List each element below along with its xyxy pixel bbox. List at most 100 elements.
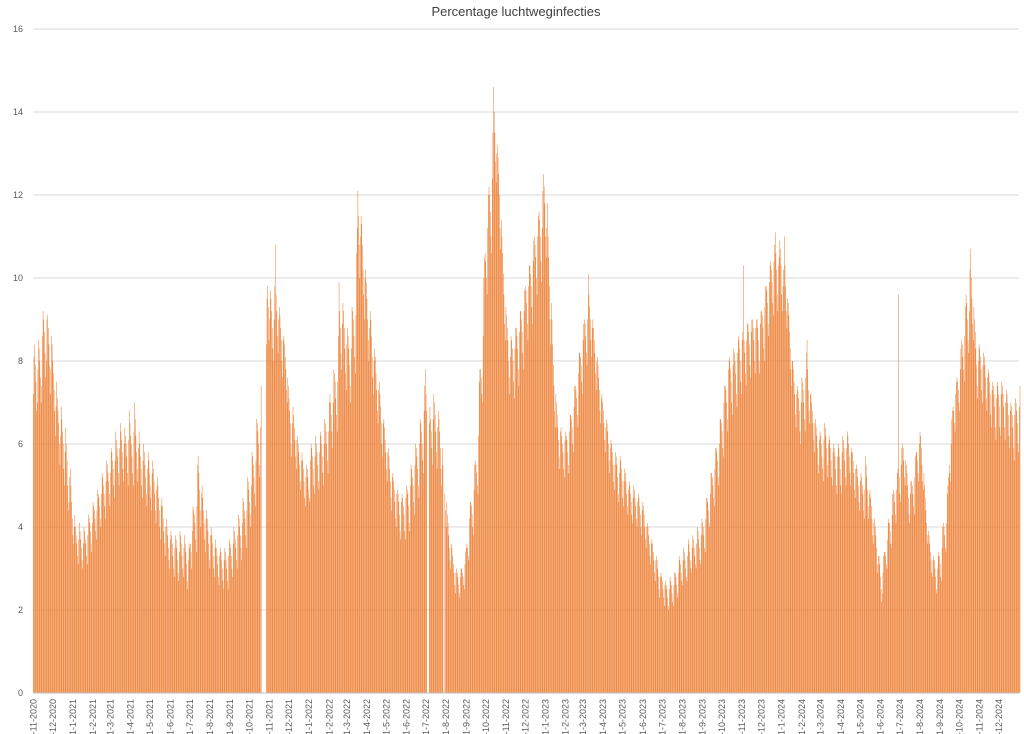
bar (284, 344, 285, 693)
bar (330, 402, 331, 693)
bar (904, 477, 905, 693)
bar (819, 439, 820, 693)
bar (680, 572, 682, 693)
bar (558, 439, 559, 693)
bar (790, 369, 792, 693)
bar (947, 493, 948, 693)
bar (841, 493, 842, 693)
y-tick-label: 2 (18, 605, 23, 615)
bar (233, 527, 235, 693)
bar (314, 456, 316, 693)
bar (602, 402, 603, 693)
bar (723, 402, 725, 693)
bar (148, 460, 150, 693)
bar (920, 435, 921, 693)
bar (698, 539, 699, 693)
bar (471, 506, 472, 693)
bar (679, 560, 681, 693)
bar (105, 481, 107, 693)
bar (162, 518, 164, 693)
bar (774, 232, 776, 693)
bar (707, 502, 709, 693)
bar (184, 535, 185, 693)
bar (555, 394, 557, 693)
bar (339, 311, 340, 693)
bar (315, 435, 316, 693)
bar (412, 485, 414, 693)
bar (1011, 406, 1012, 693)
bar (932, 576, 933, 693)
bar (495, 182, 497, 694)
bar (279, 315, 281, 693)
bar (716, 452, 718, 693)
bar (619, 456, 621, 693)
bar (823, 439, 825, 693)
bar (236, 560, 237, 693)
bar (641, 535, 642, 693)
bar (398, 502, 400, 693)
bar (675, 576, 677, 693)
bar (615, 452, 616, 693)
bar (274, 286, 276, 693)
bar (518, 385, 520, 693)
bar (713, 506, 715, 693)
bar (861, 485, 863, 693)
y-tick-label: 12 (13, 190, 23, 200)
bar (935, 576, 936, 693)
bar (890, 543, 892, 693)
bar (538, 215, 539, 693)
bar (577, 414, 578, 693)
bar (648, 535, 649, 693)
bar (932, 560, 934, 693)
bar (713, 497, 714, 693)
bar (706, 497, 707, 693)
bar (36, 402, 38, 693)
bar (103, 493, 105, 693)
x-tick-label: 1-11-2023 (737, 699, 747, 734)
bar (1011, 414, 1013, 693)
x-tick-label: 1-6-2023 (638, 699, 648, 734)
bar (642, 502, 644, 693)
bar (799, 431, 801, 693)
bar (41, 385, 43, 693)
bar (306, 468, 308, 693)
bar (454, 585, 455, 693)
bar (668, 610, 670, 693)
bar (550, 344, 551, 693)
bar (442, 448, 443, 693)
bar (652, 543, 653, 693)
bar (313, 485, 315, 693)
bar (38, 348, 40, 693)
bar (1009, 448, 1010, 693)
bar (523, 369, 524, 693)
bar (562, 444, 563, 693)
bar (631, 514, 633, 693)
bar (356, 228, 358, 693)
bar (281, 361, 283, 693)
bar (476, 473, 477, 693)
bar (453, 572, 455, 693)
bar (331, 414, 332, 693)
bar (103, 485, 104, 693)
bar (212, 543, 213, 693)
bar (577, 427, 579, 693)
bar (768, 336, 770, 693)
bar (155, 522, 157, 693)
bar (969, 311, 970, 693)
bar (203, 510, 204, 693)
x-tick-label: 1-2-2023 (561, 699, 571, 734)
bar (180, 535, 181, 693)
bar (325, 431, 327, 693)
bar (59, 464, 61, 693)
bar (466, 543, 468, 693)
bar (943, 527, 945, 693)
bar (322, 473, 324, 693)
bar (421, 444, 423, 693)
bar (531, 307, 533, 693)
bar (149, 473, 150, 693)
bar (48, 344, 50, 693)
bar (525, 290, 527, 693)
bar (692, 535, 694, 693)
bar (659, 597, 660, 693)
bar (81, 547, 82, 693)
